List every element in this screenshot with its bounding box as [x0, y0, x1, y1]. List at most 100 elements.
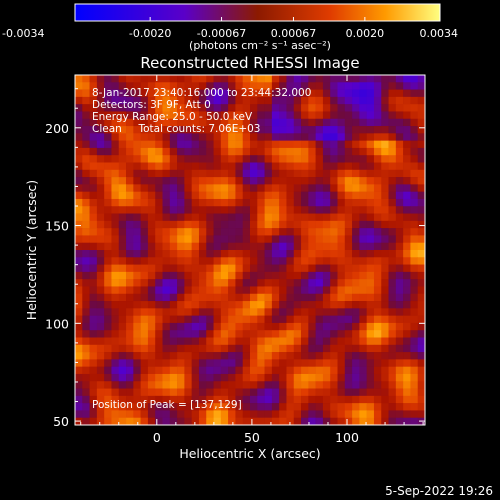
heatmap-cell	[410, 97, 418, 105]
heatmap-cell	[330, 206, 338, 214]
heatmap-cell	[141, 316, 149, 324]
heatmap-cell	[279, 243, 287, 251]
heatmap-cell	[301, 279, 309, 287]
heatmap-cell	[199, 381, 207, 389]
heatmap-cell	[243, 163, 251, 171]
heatmap-cell	[163, 155, 171, 163]
heatmap-cell	[250, 308, 258, 316]
heatmap-cell	[155, 163, 163, 171]
heatmap-cell	[228, 345, 236, 353]
heatmap-cell	[155, 410, 163, 418]
heatmap-cell	[403, 367, 411, 375]
heatmap-cell	[396, 403, 404, 411]
heatmap-cell	[316, 381, 324, 389]
heatmap-cell	[141, 374, 149, 382]
heatmap-cell	[418, 90, 426, 98]
heatmap-cell	[410, 170, 418, 178]
heatmap-cell	[410, 214, 418, 222]
heatmap-cell	[352, 133, 360, 141]
heatmap-cell	[97, 177, 105, 185]
heatmap-cell	[214, 141, 222, 149]
heatmap-cell	[104, 286, 112, 294]
heatmap-cell	[90, 265, 98, 273]
heatmap-cell	[330, 141, 338, 149]
heatmap-cell	[257, 418, 265, 426]
heatmap-cell	[389, 396, 397, 404]
heatmap-cell	[257, 316, 265, 324]
heatmap-cell	[148, 148, 156, 156]
heatmap-cell	[243, 170, 251, 178]
heatmap-cell	[97, 316, 105, 324]
heatmap-cell	[381, 250, 389, 258]
heatmap-cell	[148, 243, 156, 251]
heatmap-cell	[316, 192, 324, 200]
heatmap-cell	[418, 381, 426, 389]
heatmap-cell	[345, 250, 353, 258]
heatmap-cell	[163, 214, 171, 222]
heatmap-cell	[148, 294, 156, 302]
heatmap-cell	[148, 338, 156, 346]
heatmap-cell	[170, 192, 178, 200]
heatmap-cell	[75, 206, 83, 214]
heatmap-cell	[126, 155, 134, 163]
heatmap-cell	[199, 163, 207, 171]
heatmap-cell	[279, 177, 287, 185]
heatmap-cell	[192, 345, 200, 353]
heatmap-cell	[301, 359, 309, 367]
heatmap-cell	[294, 418, 302, 426]
heatmap-cell	[257, 177, 265, 185]
heatmap-cell	[381, 97, 389, 105]
heatmap-cell	[367, 403, 375, 411]
heatmap-cell	[177, 75, 185, 83]
heatmap-cell	[316, 265, 324, 273]
heatmap-cell	[170, 265, 178, 273]
heatmap-cell	[184, 243, 192, 251]
heatmap-cell	[155, 323, 163, 331]
heatmap-cell	[272, 396, 280, 404]
heatmap-cell	[97, 323, 105, 331]
heatmap-cell	[126, 286, 134, 294]
heatmap-cell	[403, 148, 411, 156]
heatmap-cell	[111, 418, 119, 426]
heatmap-cell	[265, 272, 273, 280]
peak-position-label: Position of Peak = [137,129]	[92, 399, 242, 411]
heatmap-cell	[403, 301, 411, 309]
heatmap-cell	[272, 141, 280, 149]
heatmap-cell	[111, 308, 119, 316]
heatmap-cell	[403, 221, 411, 229]
heatmap-cell	[126, 177, 134, 185]
heatmap-cell	[265, 396, 273, 404]
heatmap-cell	[367, 389, 375, 397]
heatmap-cell	[374, 119, 382, 127]
heatmap-cell	[345, 403, 353, 411]
heatmap-cell	[345, 279, 353, 287]
heatmap-cell	[294, 148, 302, 156]
heatmap-cell	[192, 243, 200, 251]
heatmap-cell	[330, 177, 338, 185]
heatmap-cell	[141, 163, 149, 171]
heatmap-cell	[374, 97, 382, 105]
heatmap-cell	[148, 75, 156, 83]
heatmap-cell	[279, 104, 287, 112]
heatmap-cell	[265, 367, 273, 375]
heatmap-cell	[338, 133, 346, 141]
heatmap-cell	[367, 221, 375, 229]
heatmap-cell	[316, 90, 324, 98]
heatmap-cell	[206, 243, 214, 251]
heatmap-cell	[308, 141, 316, 149]
heatmap-cell	[228, 418, 236, 426]
heatmap-cell	[418, 199, 426, 207]
heatmap-cell	[352, 119, 360, 127]
heatmap-cell	[75, 111, 83, 119]
heatmap-cell	[111, 206, 119, 214]
heatmap-cell	[90, 345, 98, 353]
heatmap-cell	[250, 418, 258, 426]
heatmap-cell	[338, 221, 346, 229]
heatmap-cell	[228, 338, 236, 346]
heatmap-cell	[97, 301, 105, 309]
heatmap-cell	[97, 257, 105, 265]
heatmap-cell	[184, 170, 192, 178]
heatmap-cell	[155, 235, 163, 243]
heatmap-cell	[133, 235, 141, 243]
heatmap-cell	[338, 272, 346, 280]
